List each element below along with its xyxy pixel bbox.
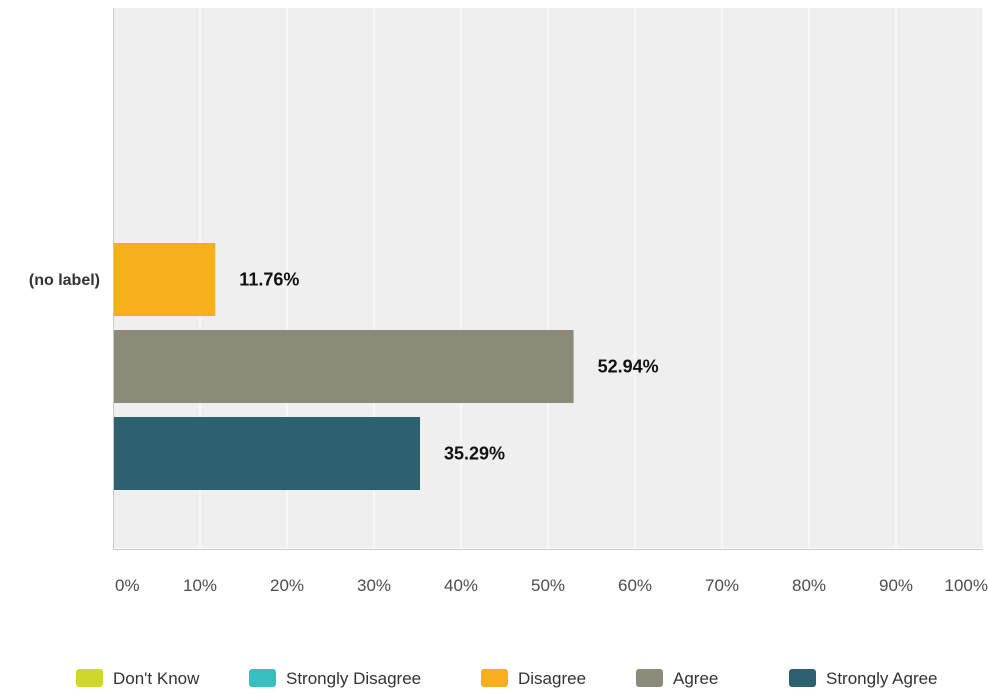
x-tick-label: 20% — [270, 576, 304, 595]
legend-swatch-don-t-know — [76, 669, 103, 687]
x-tick-label: 90% — [879, 576, 913, 595]
category-labels: (no label) — [29, 272, 100, 289]
bars — [114, 243, 574, 490]
x-tick-label: 30% — [357, 576, 391, 595]
data-label: 52.94% — [598, 357, 659, 377]
legend-swatch-disagree — [481, 669, 508, 687]
x-tick-label: 10% — [183, 576, 217, 595]
legend-swatch-agree — [636, 669, 663, 687]
legend-label-agree: Agree — [673, 669, 718, 688]
x-tick-label: 70% — [705, 576, 739, 595]
category-label: (no label) — [29, 272, 100, 289]
bar-disagree — [114, 243, 216, 316]
data-labels: 11.76% 52.94% 35.29% — [239, 270, 658, 464]
x-tick-label: 0% — [115, 576, 140, 595]
legend-swatch-strongly-disagree — [249, 669, 276, 687]
legend-label-strongly-disagree: Strongly Disagree — [286, 669, 421, 688]
x-tick-label: 80% — [792, 576, 826, 595]
legend-swatch-strongly-agree — [789, 669, 816, 687]
x-tick-label: 60% — [618, 576, 652, 595]
legend-label-don-t-know: Don't Know — [113, 669, 200, 688]
x-tick-labels: 0% 10% 20% 30% 40% 50% 60% 70% 80% 90% 100% — [115, 576, 988, 595]
x-tick-label: 40% — [444, 576, 478, 595]
legend-label-strongly-agree: Strongly Agree — [826, 669, 938, 688]
bar-agree — [114, 330, 574, 403]
x-tick-label: 50% — [531, 576, 565, 595]
bar-strongly-agree — [114, 417, 421, 490]
gridlines — [199, 8, 984, 548]
data-label: 35.29% — [444, 444, 505, 464]
legend-label-disagree: Disagree — [518, 669, 586, 688]
data-label: 11.76% — [239, 270, 299, 290]
legend: Don't Know Strongly Disagree Disagree Agree… — [76, 669, 938, 688]
x-tick-label: 100% — [945, 576, 988, 595]
